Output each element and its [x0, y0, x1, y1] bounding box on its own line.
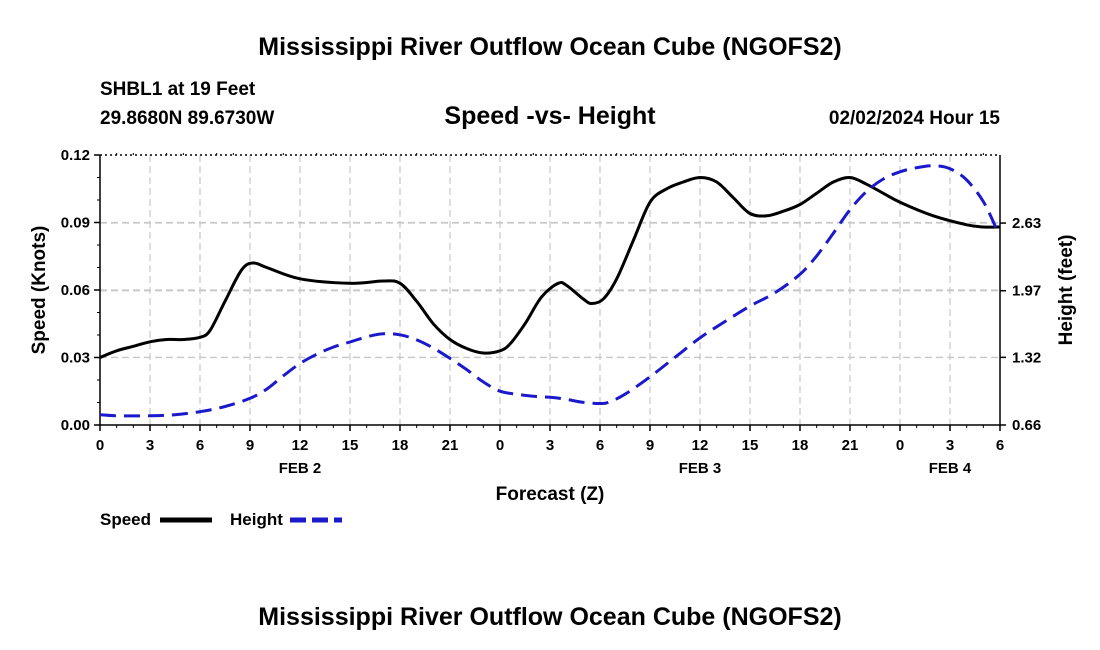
location-label: 29.8680N 89.6730W	[100, 108, 274, 129]
series-line-height	[99, 164, 999, 418]
series-lines	[99, 164, 1001, 418]
left-axis-label: Speed (Knots)	[29, 226, 50, 355]
left-tick-label-2: 0.06	[61, 282, 90, 299]
left-axis-ticks: 0.00 0.03 0.06 0.09 0.12	[61, 147, 100, 434]
x-tick-label-6: 18	[392, 437, 409, 454]
left-tick-label-0: 0.00	[61, 417, 90, 434]
date-label-2: FEB 4	[929, 460, 972, 477]
x-tick-label-1: 3	[146, 437, 154, 454]
x-tick-label-7: 21	[442, 437, 459, 454]
x-axis-label: Forecast (Z)	[496, 484, 605, 505]
date-label-0: FEB 2	[279, 460, 322, 477]
x-tick-label-4: 12	[292, 437, 309, 454]
x-tick-label-18: 6	[996, 437, 1004, 454]
x-tick-label-14: 18	[792, 437, 809, 454]
x-tick-label-17: 3	[946, 437, 954, 454]
x-tick-label-9: 3	[546, 437, 554, 454]
x-tick-label-13: 15	[742, 437, 759, 454]
x-tick-label-5: 15	[342, 437, 359, 454]
right-tick-label-0: 0.66	[1012, 417, 1041, 434]
datetime-label: 02/02/2024 Hour 15	[829, 108, 1001, 129]
x-tick-label-15: 21	[842, 437, 859, 454]
chart-title: Mississippi River Outflow Ocean Cube (NG…	[258, 33, 841, 61]
x-tick-label-2: 6	[196, 437, 204, 454]
x-tick-label-12: 12	[692, 437, 709, 454]
right-axis-ticks: 0.66 1.32 1.97 2.63	[1000, 215, 1041, 434]
chart-subtitle: Speed -vs- Height	[444, 102, 656, 130]
legend-label-speed: Speed	[100, 510, 151, 529]
station-label: SHBL1 at 19 Feet	[100, 79, 256, 100]
series-line-speed	[99, 175, 1001, 359]
right-tick-label-3: 2.63	[1012, 215, 1041, 232]
right-tick-label-1: 1.32	[1012, 349, 1041, 366]
date-label-1: FEB 3	[679, 460, 722, 477]
footer-title: Mississippi River Outflow Ocean Cube (NG…	[258, 603, 841, 631]
x-tick-label-3: 9	[246, 437, 254, 454]
x-tick-label-8: 0	[496, 437, 504, 454]
left-tick-label-4: 0.12	[61, 147, 90, 164]
x-tick-label-0: 0	[96, 437, 104, 454]
left-tick-label-1: 0.03	[61, 350, 90, 367]
right-tick-label-2: 1.97	[1012, 283, 1041, 300]
chart-legend: Speed Height	[100, 510, 342, 529]
legend-label-height: Height	[230, 510, 283, 529]
x-tick-label-10: 6	[596, 437, 604, 454]
left-tick-label-3: 0.09	[61, 215, 90, 232]
x-axis-ticks: 0 3 6 9 12 15 18 21 0 3 6 9 12 15 18 21 0 3 6 FEB 2 FEB 3 FEB…	[96, 153, 1004, 477]
x-tick-label-11: 9	[646, 437, 654, 454]
x-tick-label-16: 0	[896, 437, 904, 454]
right-axis-label: Height (feet)	[1056, 235, 1077, 346]
